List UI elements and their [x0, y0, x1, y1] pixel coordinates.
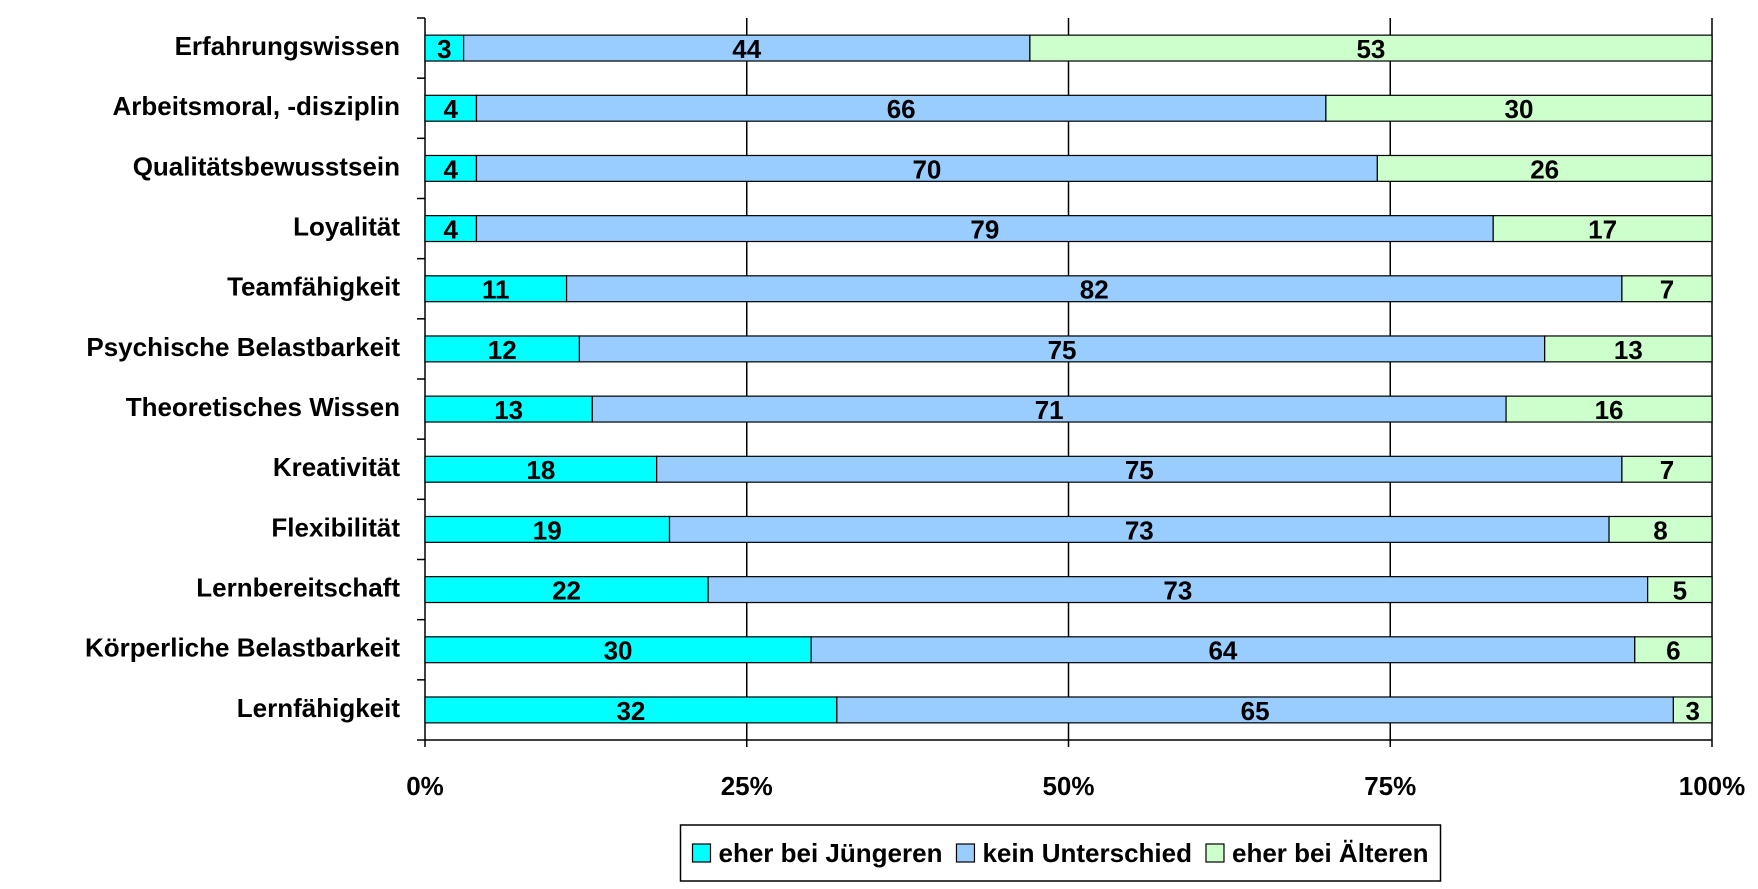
bar-segment — [810, 636, 1636, 664]
category-label: Erfahrungswissen — [175, 31, 400, 61]
legend-swatch — [691, 843, 712, 863]
data-label: 30 — [604, 636, 633, 666]
data-label: 5 — [1673, 575, 1687, 605]
bar-segment — [1647, 576, 1713, 604]
bar-segment — [1621, 275, 1713, 303]
bar-segment — [424, 34, 465, 62]
bar-segment — [578, 335, 1546, 363]
bar-segment — [1608, 515, 1713, 543]
data-label: 26 — [1530, 154, 1559, 184]
data-label: 30 — [1504, 94, 1533, 124]
legend-label: eher bei Älteren — [1232, 838, 1429, 868]
bar-segment — [668, 515, 1610, 543]
data-label: 13 — [1614, 335, 1643, 365]
data-label: 16 — [1595, 395, 1624, 425]
legend-box — [679, 824, 1442, 882]
data-label: 66 — [887, 94, 916, 124]
x-tick-label: 25% — [721, 771, 773, 801]
bar-segment — [1672, 696, 1713, 724]
data-label: 6 — [1666, 636, 1680, 666]
x-tick-label: 75% — [1364, 771, 1416, 801]
data-label: 64 — [1208, 636, 1237, 666]
bar-segment — [1376, 154, 1713, 182]
data-label: 70 — [912, 154, 941, 184]
bar-segment — [656, 455, 1623, 483]
data-label: 44 — [732, 34, 761, 64]
data-label: 12 — [488, 335, 517, 365]
bar-segment — [1492, 215, 1713, 243]
category-label: Theoretisches Wissen — [126, 392, 400, 422]
bar-segment — [1544, 335, 1713, 363]
data-label: 7 — [1660, 455, 1674, 485]
bar-segment — [424, 576, 709, 604]
legend-swatch — [955, 843, 976, 863]
data-label: 4 — [444, 94, 459, 124]
bar-segment — [463, 34, 1031, 62]
legend: eher bei Jüngeren kein Unterschied eher be… — [679, 824, 1442, 882]
data-label: 32 — [616, 696, 645, 726]
x-tick-label: 100% — [1679, 771, 1746, 801]
category-label: Kreativität — [273, 452, 400, 482]
category-label: Arbeitsmoral, -disziplin — [113, 91, 401, 121]
bar-segment — [707, 576, 1649, 604]
bar-segment — [565, 275, 1623, 303]
data-label: 71 — [1035, 395, 1064, 425]
bar-segment — [424, 275, 568, 303]
bar-segment — [424, 636, 812, 664]
category-label: Teamfähigkeit — [227, 272, 400, 302]
data-label: 13 — [494, 395, 523, 425]
bar-segment — [1505, 395, 1713, 423]
bar-segment — [1029, 34, 1713, 62]
bar-segment — [1325, 94, 1713, 122]
bar-segment — [424, 94, 478, 122]
data-label: 75 — [1048, 335, 1077, 365]
category-label: Loyalität — [293, 211, 400, 241]
bar-segment — [424, 215, 478, 243]
data-label: 73 — [1163, 575, 1192, 605]
legend-label: eher bei Jüngeren — [719, 838, 943, 868]
data-label: 53 — [1356, 34, 1385, 64]
data-label: 65 — [1241, 696, 1270, 726]
bar-segment — [591, 395, 1507, 423]
x-tick-label: 0% — [406, 771, 444, 801]
legend-swatch — [1205, 843, 1225, 863]
data-label: 8 — [1653, 515, 1667, 545]
category-label: Körperliche Belastbarkeit — [85, 633, 400, 663]
data-label: 18 — [526, 455, 555, 485]
category-label: Lernbereitschaft — [196, 572, 400, 602]
bar-segment — [1621, 455, 1713, 483]
bar-segment — [475, 154, 1378, 182]
legend-label: kein Unterschied — [982, 838, 1192, 868]
data-label: 73 — [1125, 515, 1154, 545]
bar-segment — [424, 335, 581, 363]
bar-segment — [475, 215, 1494, 243]
bar-segment — [836, 696, 1674, 724]
data-label: 22 — [552, 575, 581, 605]
bar-segment — [424, 395, 593, 423]
bar-segment — [424, 696, 838, 724]
x-tick-label: 50% — [1042, 771, 1094, 801]
bar-segment — [1634, 636, 1713, 664]
data-label: 82 — [1080, 275, 1109, 305]
data-label: 3 — [1685, 696, 1699, 726]
data-label: 79 — [970, 214, 999, 244]
data-label: 4 — [444, 154, 459, 184]
category-label: Qualitätsbewusstsein — [133, 151, 400, 181]
data-label: 3 — [437, 34, 451, 64]
category-label: Flexibilität — [271, 512, 400, 542]
data-label: 4 — [444, 214, 459, 244]
data-label: 11 — [482, 275, 510, 305]
category-label: Psychische Belastbarkeit — [86, 332, 400, 362]
category-label: Lernfähigkeit — [237, 693, 401, 723]
data-label: 7 — [1660, 275, 1674, 305]
bar-segment — [424, 455, 658, 483]
data-label: 17 — [1588, 214, 1617, 244]
data-label: 75 — [1125, 455, 1154, 485]
data-label: 19 — [533, 515, 562, 545]
